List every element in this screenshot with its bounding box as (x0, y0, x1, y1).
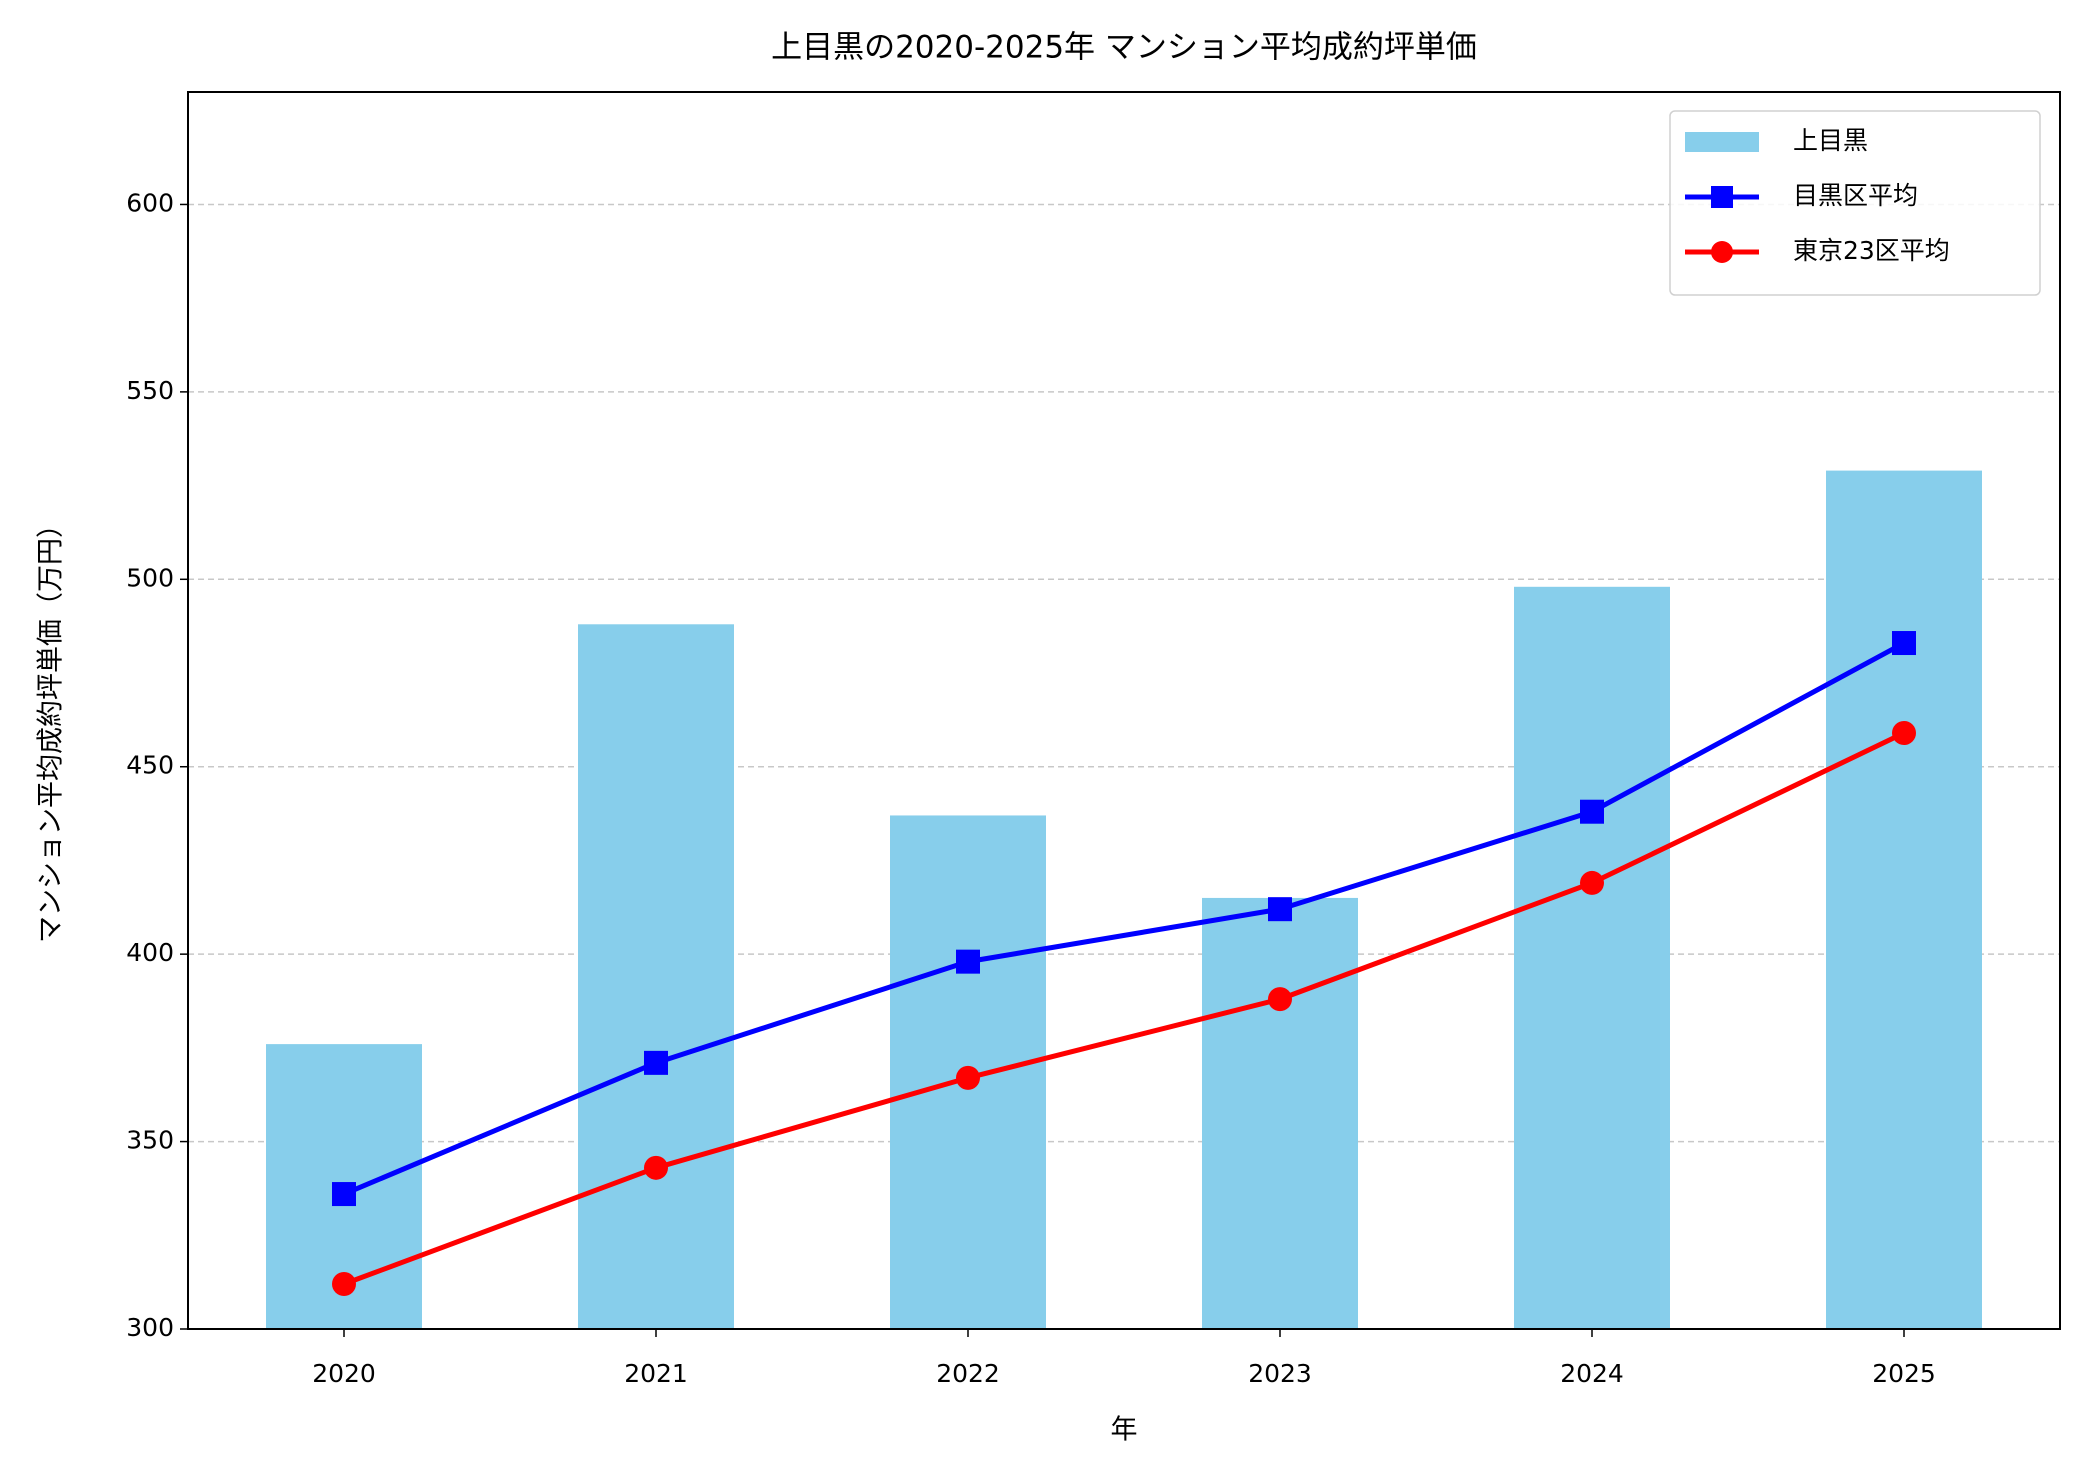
line (343, 730, 1906, 1287)
x-tick-label: 2025 (1872, 1359, 1936, 1388)
y-tick-label: 450 (126, 751, 174, 780)
plot-frame (187, 91, 2061, 1330)
line (343, 640, 1906, 1197)
marker (1580, 870, 1604, 895)
x-axis-label: 年 (1111, 1415, 1138, 1446)
x-tick-label: 2020 (312, 1359, 376, 1388)
y-tick-label: 300 (126, 1313, 174, 1342)
bar (1514, 586, 1670, 1329)
y-tick-label: 500 (126, 563, 174, 592)
y-tick-label: 550 (126, 376, 174, 405)
y-tick-label: 350 (126, 1126, 174, 1155)
marker (956, 1065, 980, 1090)
marker (1711, 241, 1733, 263)
marker (1711, 186, 1733, 208)
legend-label: 上目黒 (1793, 126, 1868, 155)
marker (644, 1155, 668, 1180)
legend-label: 目黒区平均 (1793, 181, 1918, 210)
marker (332, 1182, 356, 1207)
marker (1268, 897, 1292, 922)
marker (956, 949, 980, 974)
marker (1892, 720, 1916, 745)
x-tick-label: 2022 (936, 1359, 1000, 1388)
x-tick-label: 2021 (624, 1359, 688, 1388)
marker (1268, 987, 1292, 1012)
bar (1826, 470, 1982, 1330)
legend-frame (1669, 110, 2041, 296)
marker (644, 1050, 668, 1075)
chart-title: 上目黒の2020-2025年 マンション平均成約坪単価 (771, 30, 1477, 66)
y-axis-label: マンション平均成約坪単価（万円） (36, 511, 67, 943)
legend-swatch (1685, 132, 1759, 152)
marker (1580, 799, 1604, 824)
y-tick-label: 400 (126, 938, 174, 967)
x-tick-label: 2024 (1560, 1359, 1624, 1388)
y-tick-label: 600 (126, 188, 174, 217)
bar (578, 624, 734, 1329)
x-tick-label: 2023 (1248, 1359, 1312, 1388)
marker (332, 1272, 356, 1297)
marker (1892, 631, 1916, 656)
bar (1202, 897, 1358, 1329)
legend-label: 東京23区平均 (1793, 236, 1950, 265)
